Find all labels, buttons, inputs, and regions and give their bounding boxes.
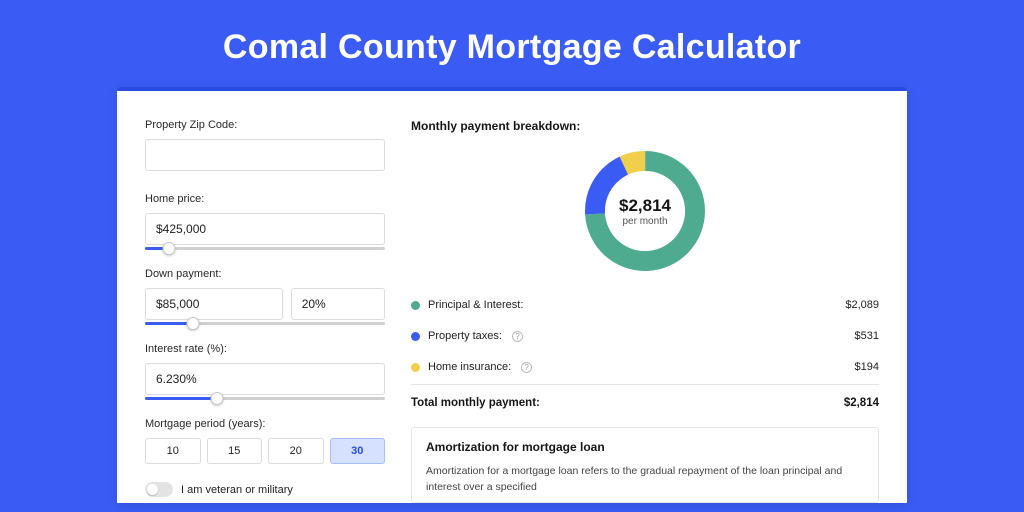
period-option-30[interactable]: 30 bbox=[330, 438, 386, 464]
legend-row: Home insurance:? $194 bbox=[411, 351, 879, 382]
legend-dot bbox=[411, 363, 420, 372]
veteran-toggle[interactable] bbox=[145, 482, 173, 497]
down-payment-field-group: Down payment: bbox=[145, 268, 385, 325]
period-label: Mortgage period (years): bbox=[145, 418, 385, 430]
legend-dot bbox=[411, 301, 420, 310]
inputs-column: Property Zip Code: Home price: Down paym… bbox=[145, 119, 385, 503]
legend-dot bbox=[411, 332, 420, 341]
breakdown-column: Monthly payment breakdown: $2,814 per mo… bbox=[411, 119, 879, 503]
amortization-box: Amortization for mortgage loan Amortizat… bbox=[411, 427, 879, 503]
page-title: Comal County Mortgage Calculator bbox=[0, 0, 1024, 87]
calculator-card: Property Zip Code: Home price: Down paym… bbox=[117, 87, 907, 503]
home-price-slider[interactable] bbox=[145, 247, 385, 250]
interest-rate-slider[interactable] bbox=[145, 397, 385, 400]
donut-center: $2,814 per month bbox=[605, 171, 685, 251]
down-payment-slider[interactable] bbox=[145, 322, 385, 325]
home-price-input[interactable] bbox=[145, 213, 385, 245]
amortization-text: Amortization for a mortgage loan refers … bbox=[426, 464, 864, 496]
donut-chart-wrap: $2,814 per month bbox=[411, 147, 879, 289]
zip-field-group: Property Zip Code: bbox=[145, 119, 385, 175]
info-icon[interactable]: ? bbox=[512, 331, 523, 342]
down-payment-label: Down payment: bbox=[145, 268, 385, 280]
info-icon[interactable]: ? bbox=[521, 362, 532, 373]
legend-value: $531 bbox=[855, 330, 879, 342]
donut-amount: $2,814 bbox=[619, 196, 671, 216]
legend-value: $194 bbox=[855, 361, 879, 373]
total-value: $2,814 bbox=[844, 397, 879, 409]
legend-row: Property taxes:? $531 bbox=[411, 320, 879, 351]
legend-label: Property taxes: bbox=[428, 330, 502, 342]
interest-rate-label: Interest rate (%): bbox=[145, 343, 385, 355]
amortization-title: Amortization for mortgage loan bbox=[426, 440, 864, 454]
home-price-field-group: Home price: bbox=[145, 193, 385, 250]
period-option-15[interactable]: 15 bbox=[207, 438, 263, 464]
total-label: Total monthly payment: bbox=[411, 397, 540, 409]
period-field-group: Mortgage period (years): 10152030 bbox=[145, 418, 385, 464]
legend-row: Principal & Interest: $2,089 bbox=[411, 289, 879, 320]
zip-input[interactable] bbox=[145, 139, 385, 171]
down-payment-pct-input[interactable] bbox=[291, 288, 385, 320]
home-price-label: Home price: bbox=[145, 193, 385, 205]
breakdown-title: Monthly payment breakdown: bbox=[411, 119, 879, 133]
veteran-label: I am veteran or military bbox=[181, 484, 293, 496]
donut-chart: $2,814 per month bbox=[583, 149, 707, 273]
legend-label: Principal & Interest: bbox=[428, 299, 523, 311]
slider-thumb[interactable] bbox=[187, 317, 200, 330]
period-option-10[interactable]: 10 bbox=[145, 438, 201, 464]
period-option-20[interactable]: 20 bbox=[268, 438, 324, 464]
donut-sublabel: per month bbox=[622, 216, 667, 227]
slider-thumb[interactable] bbox=[211, 392, 224, 405]
interest-rate-field-group: Interest rate (%): bbox=[145, 343, 385, 400]
legend-label: Home insurance: bbox=[428, 361, 511, 373]
interest-rate-input[interactable] bbox=[145, 363, 385, 395]
slider-thumb[interactable] bbox=[163, 242, 176, 255]
down-payment-amount-input[interactable] bbox=[145, 288, 283, 320]
total-row: Total monthly payment: $2,814 bbox=[411, 384, 879, 409]
zip-label: Property Zip Code: bbox=[145, 119, 385, 131]
veteran-toggle-row: I am veteran or military bbox=[145, 482, 385, 497]
legend-value: $2,089 bbox=[845, 299, 879, 311]
